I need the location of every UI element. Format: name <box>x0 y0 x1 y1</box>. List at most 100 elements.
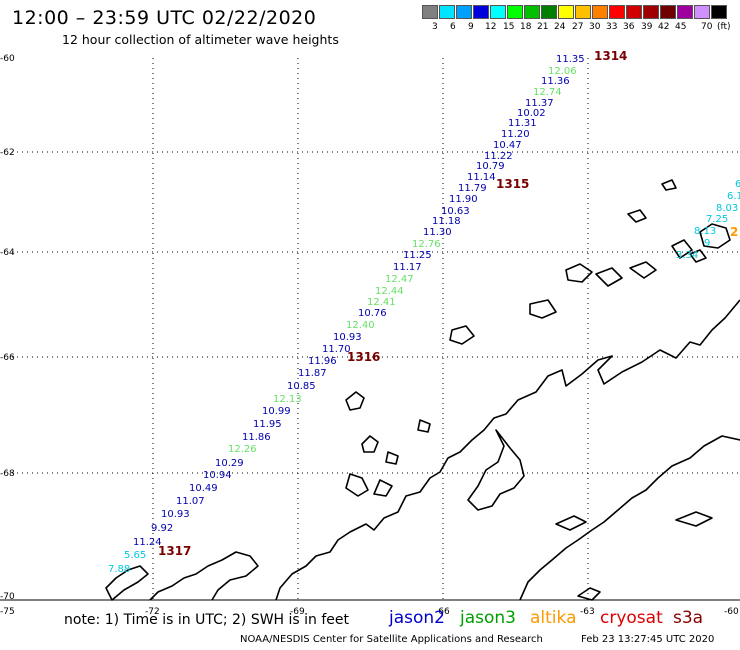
legend-tick-label: 39 <box>641 22 653 32</box>
wave-height-value: 11.90 <box>449 194 478 205</box>
island-7 <box>417 419 431 433</box>
legend-swatch <box>490 5 506 19</box>
antarctic-peninsula-coastline <box>105 179 740 601</box>
wave-height-value: 10.94 <box>203 470 232 481</box>
legend-tick-label: 21 <box>537 22 549 32</box>
wave-height-observations: 11.3512.0611.3612.7411.3710.0211.3111.20… <box>108 54 585 575</box>
island-19 <box>555 515 587 531</box>
peninsula-coastline <box>275 299 740 601</box>
legend-swatch <box>711 5 727 19</box>
footer-note: note: 1) Time is in UTC; 2) SWH is in fe… <box>64 612 350 628</box>
island-18 <box>577 587 601 601</box>
wave-height-value: 11.31 <box>508 118 537 129</box>
wave-height-value: 11.87 <box>298 368 327 379</box>
wave-height-value: 10.76 <box>358 308 387 319</box>
wave-height-value: 11.14 <box>467 172 496 183</box>
edge-wave-height-value: 2 <box>730 225 738 239</box>
wave-height-value: 11.70 <box>322 344 351 355</box>
wave-height-value: 5.65 <box>124 550 146 561</box>
legend-swatch <box>439 5 455 19</box>
island-10 <box>565 263 593 283</box>
wave-height-value: 11.22 <box>484 151 513 162</box>
wave-height-value: 10.63 <box>441 206 470 217</box>
legend-swatch <box>422 5 438 19</box>
edge-wave-height-value: 8.13 <box>694 226 716 237</box>
island-16 <box>699 223 731 249</box>
wave-height-value: 12.06 <box>548 66 577 77</box>
wave-height-value: 11.37 <box>525 98 554 109</box>
orbit-number: 1316 <box>347 350 380 364</box>
longitude-label: -69 <box>290 607 305 617</box>
latitude-label: -70 <box>0 592 15 602</box>
edge-wave-height-value: 9 <box>704 238 710 249</box>
legend-swatch <box>507 5 523 19</box>
island-2 <box>345 391 365 411</box>
legend-swatch <box>575 5 591 19</box>
credit-line: NOAA/NESDIS Center for Satellite Applica… <box>240 634 543 645</box>
latitude-label: -60 <box>0 54 15 64</box>
satellite-jason2: jason2 <box>389 608 445 628</box>
wave-height-value: 10.99 <box>262 406 291 417</box>
wave-height-value: 11.95 <box>253 419 282 430</box>
longitude-label: -72 <box>145 607 160 617</box>
wave-height-value: 12.47 <box>385 274 414 285</box>
longitude-label: -60 <box>724 607 739 617</box>
wave-height-value: 9.92 <box>151 523 173 534</box>
satellite-jason3: jason3 <box>460 608 516 628</box>
wave-height-value: 12.76 <box>412 239 441 250</box>
edge-wave-height-value: 6.1 <box>727 191 740 202</box>
legend-swatch <box>660 5 676 19</box>
legend-tick-label: 30 <box>589 22 601 32</box>
wave-height-value: 11.17 <box>393 262 422 273</box>
map-title: 12:00 – 23:59 UTC 02/22/2020 <box>12 7 317 29</box>
legend-swatch <box>643 5 659 19</box>
wave-height-value: 11.20 <box>501 129 530 140</box>
wave-height-value: 11.24 <box>133 537 162 548</box>
legend-swatch <box>626 5 642 19</box>
wave-height-value: 11.86 <box>242 432 271 443</box>
legend-tick-label: 70 <box>701 22 713 32</box>
island-8 <box>449 325 475 345</box>
wave-height-value: 10.49 <box>189 483 218 494</box>
wave-height-value: 12.74 <box>533 87 562 98</box>
legend-swatch <box>524 5 540 19</box>
island-coast-1 <box>105 565 149 601</box>
map-subtitle: 12 hour collection of altimeter wave hei… <box>62 32 339 47</box>
edge-wave-height-value: 8.03 <box>716 203 738 214</box>
longitude-label: -66 <box>435 607 450 617</box>
wave-height-value: 11.25 <box>403 250 432 261</box>
legend-swatch <box>456 5 472 19</box>
lat-lon-gridlines <box>0 58 740 601</box>
wave-height-value: 12.13 <box>273 394 302 405</box>
island-9 <box>529 299 557 319</box>
axis-tick-labels: -60 -62 -64 -66 -68 -70 -75 -72 -69 -66 -63 -60 <box>0 54 739 617</box>
orbit-number: 1315 <box>496 177 529 191</box>
wave-height-value: 11.36 <box>541 76 570 87</box>
wave-height-value: 10.85 <box>287 381 316 392</box>
island-11 <box>595 267 623 287</box>
legend-tick-label: 18 <box>520 22 532 32</box>
west-coastline <box>519 435 740 601</box>
legend-tick-label: 36 <box>623 22 635 32</box>
legend-swatch <box>609 5 625 19</box>
legend-tick-label: 33 <box>606 22 618 32</box>
legend-tick-label: 42 <box>658 22 670 32</box>
wave-height-value: 10.93 <box>333 332 362 343</box>
legend-tick-label: 24 <box>554 22 566 32</box>
island-17 <box>689 249 707 263</box>
alexander-island-coast <box>149 551 259 601</box>
wave-height-value: 11.79 <box>458 183 487 194</box>
wave-height-value: 11.35 <box>556 54 585 65</box>
legend-swatch <box>677 5 693 19</box>
wave-height-value: 12.40 <box>346 320 375 331</box>
legend-tick-label: 3 <box>432 22 438 32</box>
wave-height-value: 11.96 <box>308 356 337 367</box>
wave-height-value: 10.79 <box>476 161 505 172</box>
satellite-altika: altika <box>530 608 577 628</box>
legend-swatch <box>592 5 608 19</box>
legend-tick-label: 6 <box>450 22 456 32</box>
longitude-label: -75 <box>0 607 15 617</box>
latitude-label: -68 <box>0 469 15 479</box>
edge-wave-height-value: 3.34 <box>676 250 698 261</box>
